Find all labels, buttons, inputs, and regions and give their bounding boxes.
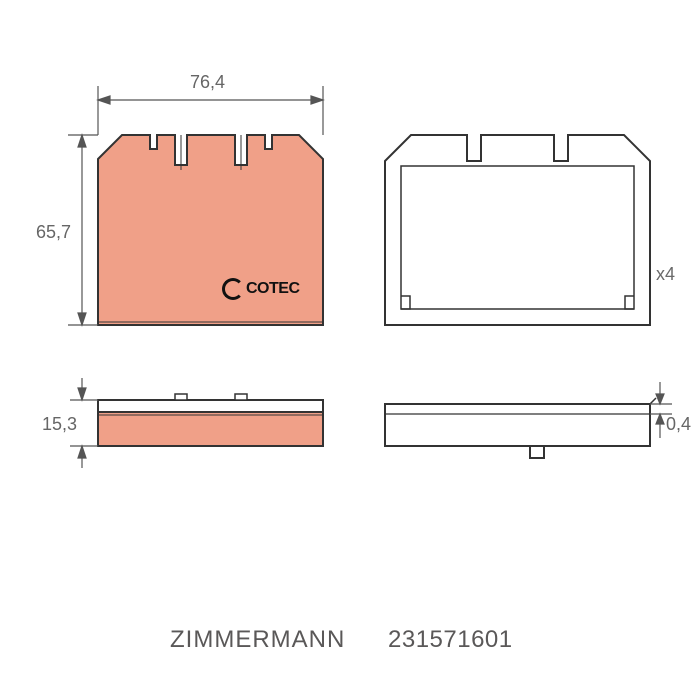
cotec-logo: COTEC: [222, 278, 300, 300]
dim-chamfer-label: 0,4: [666, 414, 691, 435]
drawing-svg: [0, 0, 700, 700]
cotec-c-icon: [222, 278, 244, 300]
brand-name: ZIMMERMANN: [170, 626, 345, 654]
back-plate: [385, 135, 650, 325]
cotec-text: COTEC: [246, 280, 300, 298]
side-pad: [98, 394, 323, 446]
dim-thickness-label: 15,3: [42, 414, 77, 435]
part-number: 231571601: [388, 626, 513, 654]
dim-width: [98, 86, 323, 135]
side-back: [385, 398, 656, 458]
dim-width-label: 76,4: [190, 72, 225, 93]
dim-height-label: 65,7: [36, 222, 71, 243]
dim-height: [68, 135, 98, 325]
diagram-canvas: 76,4 65,7 15,3 0,4 x4 COTEC ZIMMERMANN 2…: [0, 0, 700, 700]
qty-label: x4: [656, 264, 675, 285]
